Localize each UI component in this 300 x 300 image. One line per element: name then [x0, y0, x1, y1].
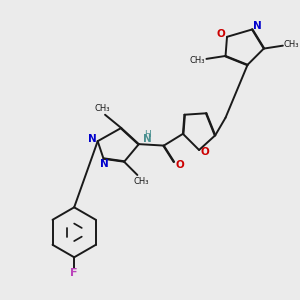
Text: O: O — [216, 29, 225, 39]
Text: H: H — [144, 130, 151, 139]
Text: O: O — [176, 160, 184, 170]
Text: N: N — [253, 21, 262, 31]
Text: CH₃: CH₃ — [284, 40, 299, 49]
Text: CH₃: CH₃ — [190, 56, 206, 65]
Text: CH₃: CH₃ — [95, 104, 110, 113]
Text: N: N — [143, 134, 152, 144]
Text: N: N — [88, 134, 97, 144]
Text: F: F — [70, 268, 78, 278]
Text: O: O — [201, 147, 209, 158]
Text: N: N — [100, 159, 109, 169]
Text: CH₃: CH₃ — [133, 177, 148, 186]
